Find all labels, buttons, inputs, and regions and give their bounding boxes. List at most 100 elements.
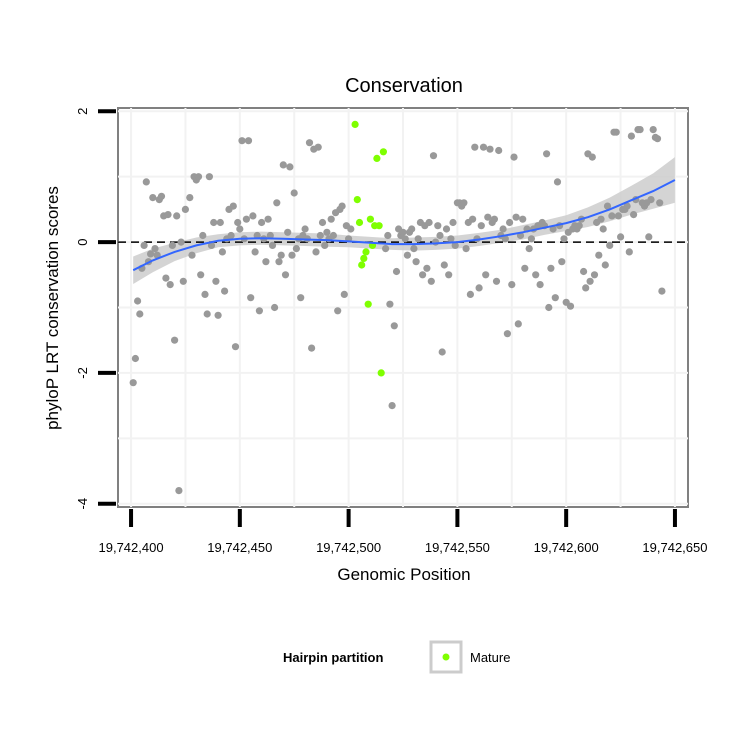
point [490,215,498,223]
point [327,215,335,223]
point [475,284,483,292]
point [177,238,185,246]
point [427,277,435,285]
point [338,202,346,210]
x-axis-label: Genomic Position [337,565,470,584]
point [244,137,253,145]
point [301,225,309,233]
point [140,241,148,249]
point [168,241,176,249]
point [495,146,503,155]
point [429,152,438,160]
point [268,241,277,249]
point [519,215,527,223]
point [392,267,401,276]
point [201,290,209,298]
point [508,281,516,289]
point [440,261,448,269]
point [323,228,331,236]
point [234,218,242,227]
point [486,145,494,153]
point [216,218,224,227]
y-axis: -4 -2 0 2 [75,108,116,510]
point [471,143,479,151]
point [477,222,485,230]
point [627,132,636,140]
point [292,245,300,253]
legend: Hairpin partition Mature [283,640,510,674]
point [305,139,314,147]
point [575,222,583,230]
point [166,281,174,289]
point [197,271,205,279]
point [318,218,327,227]
x-tick-label: 19,742,650 [642,540,707,555]
point [316,231,324,240]
point [656,199,664,207]
point [419,271,427,279]
x-tick-label: 19,742,400 [99,540,164,555]
point [408,225,416,233]
point [514,320,522,328]
point [469,215,477,223]
point [288,251,296,259]
confidence-band [133,157,675,284]
y-tick-label: 2 [75,108,90,115]
point [242,215,250,223]
point [227,231,235,240]
point [582,284,590,292]
point [175,487,183,495]
point [249,212,257,220]
point [625,248,633,256]
point-mature [362,248,370,256]
point [314,143,322,151]
point [264,215,272,223]
point [207,241,216,249]
point [401,235,409,243]
point [181,205,189,213]
point [512,213,520,221]
point [553,178,562,186]
point [312,248,320,256]
point [566,302,575,310]
point [601,261,609,269]
point [521,264,529,272]
point [221,287,229,295]
x-tick-label: 19,742,550 [425,540,490,555]
point [382,245,390,253]
y-tick-label: -4 [75,498,90,510]
point [149,194,157,202]
point [503,330,511,338]
confidence-band-area [133,157,675,284]
point [532,271,540,279]
point [162,274,170,282]
point [277,251,285,259]
point [186,194,194,202]
point [551,294,559,302]
point [205,173,213,181]
point [321,241,329,249]
point [595,251,603,259]
point [645,233,653,241]
point [290,189,298,197]
point [449,218,457,227]
point-mature [375,222,383,230]
x-tick-label: 19,742,500 [316,540,381,555]
point [460,199,468,207]
point [451,241,459,249]
point [171,336,179,344]
x-tick-label: 19,742,600 [534,540,599,555]
point [617,233,625,241]
point [251,248,259,256]
point [525,245,533,253]
point [334,307,342,315]
point [434,222,442,230]
point-mature [351,120,359,128]
chart-title: Conservation [345,75,463,97]
point [466,290,474,298]
point [194,173,203,181]
legend-entry-mature: Mature [470,650,510,665]
point [157,192,166,200]
point [414,235,422,243]
